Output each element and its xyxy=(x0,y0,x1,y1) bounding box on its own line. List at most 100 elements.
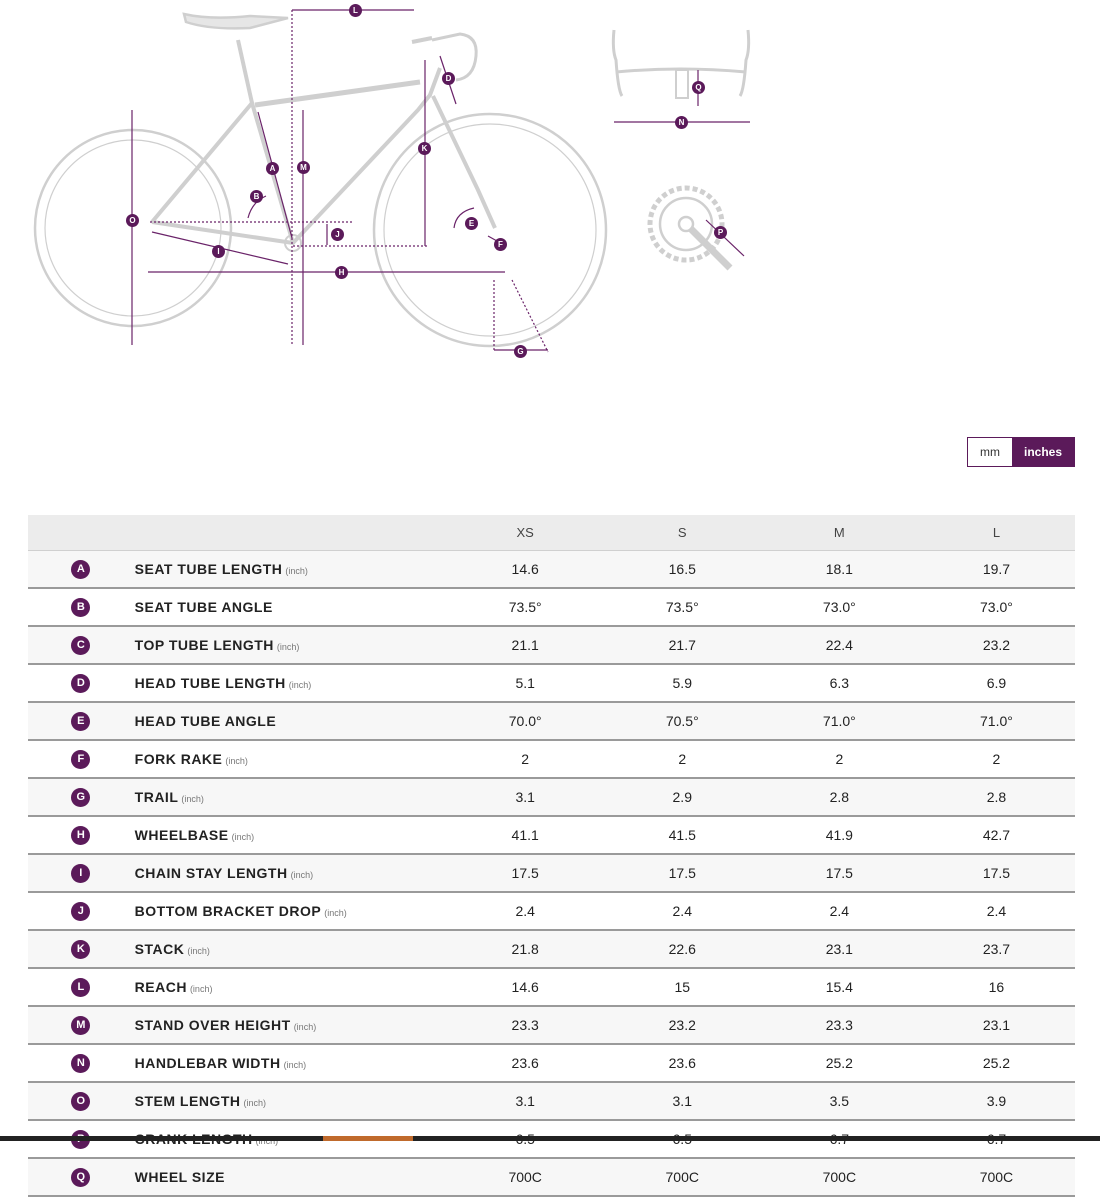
row-value-xs: 2.4 xyxy=(446,892,604,931)
row-value-l: 3.9 xyxy=(917,1082,1075,1121)
row-name: TOP TUBE LENGTH xyxy=(134,637,274,653)
row-name-cell: SEAT TUBE ANGLE xyxy=(133,588,447,627)
badge-cell: C xyxy=(28,626,134,665)
badge-cell: K xyxy=(28,930,134,969)
row-value-s: 23.6 xyxy=(603,1044,761,1083)
row-value-m: 22.4 xyxy=(760,626,918,665)
row-value-xs: 14.6 xyxy=(446,968,604,1007)
row-value-xs: 70.0° xyxy=(446,702,604,741)
badge-cell: E xyxy=(28,702,134,741)
table-row: D HEAD TUBE LENGTH (inch) 5.1 5.9 6.3 6.9 xyxy=(28,664,1075,703)
row-value-s: 23.2 xyxy=(603,1006,761,1045)
diagram-label-q: Q xyxy=(692,81,705,94)
table-row: L REACH (inch) 14.6 15 15.4 16 xyxy=(28,968,1075,1007)
bottom-scrollbar[interactable] xyxy=(0,1136,1100,1141)
row-unit: (inch) xyxy=(181,794,204,804)
unit-mm-button[interactable]: mm xyxy=(968,438,1012,466)
row-value-l: 23.7 xyxy=(917,930,1075,969)
row-value-l: 19.7 xyxy=(917,550,1075,589)
row-name-cell: SEAT TUBE LENGTH (inch) xyxy=(133,550,447,589)
scrollbar-thumb[interactable] xyxy=(323,1136,413,1141)
table-row: A SEAT TUBE LENGTH (inch) 14.6 16.5 18.1 19.7 xyxy=(28,550,1075,589)
row-value-xs: 3.1 xyxy=(446,1082,604,1121)
row-value-xs: 2 xyxy=(446,740,604,779)
row-value-m: 6.3 xyxy=(760,664,918,703)
row-badge: K xyxy=(71,939,91,959)
diagram-label-i: I xyxy=(212,245,225,258)
row-badge: Q xyxy=(71,1167,91,1187)
row-value-xs: 17.5 xyxy=(446,854,604,893)
row-value-l: 17.5 xyxy=(917,854,1075,893)
row-value-m: 2.8 xyxy=(760,778,918,817)
row-value-l: 73.0° xyxy=(917,588,1075,627)
row-value-s: 22.6 xyxy=(603,930,761,969)
row-name: HANDLEBAR WIDTH xyxy=(134,1055,281,1071)
row-badge: M xyxy=(71,1015,91,1035)
row-value-s: 21.7 xyxy=(603,626,761,665)
row-value-m: 3.5 xyxy=(760,1082,918,1121)
table-row: B SEAT TUBE ANGLE 73.5° 73.5° 73.0° 73.0° xyxy=(28,588,1075,627)
row-name-cell: HEAD TUBE ANGLE xyxy=(133,702,447,741)
row-unit: (inch) xyxy=(187,946,210,956)
row-value-s: 15 xyxy=(603,968,761,1007)
badge-cell: I xyxy=(28,854,134,893)
row-name-cell: TOP TUBE LENGTH (inch) xyxy=(133,626,447,665)
row-unit: (inch) xyxy=(288,680,312,690)
row-badge: F xyxy=(71,749,91,769)
row-value-xs: 41.1 xyxy=(446,816,604,855)
row-name-cell: HANDLEBAR WIDTH (inch) xyxy=(133,1044,447,1083)
row-value-s: 700C xyxy=(603,1158,761,1197)
badge-cell: D xyxy=(28,664,134,703)
row-name-cell: REACH (inch) xyxy=(133,968,447,1007)
badge-cell: O xyxy=(28,1082,134,1121)
row-value-xs: 23.6 xyxy=(446,1044,604,1083)
row-value-xs: 14.6 xyxy=(446,550,604,589)
row-badge: O xyxy=(71,1091,91,1111)
table-row: C TOP TUBE LENGTH (inch) 21.1 21.7 22.4 23.2 xyxy=(28,626,1075,665)
badge-cell: Q xyxy=(28,1158,134,1197)
row-value-s: 5.9 xyxy=(603,664,761,703)
row-name-cell: FORK RAKE (inch) xyxy=(133,740,447,779)
row-value-m: 73.0° xyxy=(760,588,918,627)
diagram-label-p: P xyxy=(714,226,727,239)
row-name-cell: STEM LENGTH (inch) xyxy=(133,1082,447,1121)
row-value-l: 2 xyxy=(917,740,1075,779)
row-name: WHEEL SIZE xyxy=(134,1169,225,1185)
row-value-l: 6.9 xyxy=(917,664,1075,703)
row-value-s: 3.1 xyxy=(603,1082,761,1121)
header-name-col xyxy=(133,515,447,551)
row-name: STEM LENGTH xyxy=(134,1093,241,1109)
row-value-s: 70.5° xyxy=(603,702,761,741)
row-name-cell: TRAIL (inch) xyxy=(133,778,447,817)
row-value-l: 2.8 xyxy=(917,778,1075,817)
row-value-s: 2 xyxy=(603,740,761,779)
row-value-xs: 21.8 xyxy=(446,930,604,969)
row-value-m: 15.4 xyxy=(760,968,918,1007)
diagram-label-j: J xyxy=(331,228,344,241)
bike-illustration xyxy=(33,9,751,353)
row-badge: A xyxy=(71,559,91,579)
row-value-l: 25.2 xyxy=(917,1044,1075,1083)
badge-cell: J xyxy=(28,892,134,931)
row-badge: J xyxy=(71,901,91,921)
row-name: STACK xyxy=(134,941,185,957)
row-value-l: 23.1 xyxy=(917,1006,1075,1045)
diagram-label-e: E xyxy=(465,217,478,230)
diagram-label-n: N xyxy=(675,116,688,129)
row-name-cell: STAND OVER HEIGHT (inch) xyxy=(133,1006,447,1045)
row-name: SEAT TUBE LENGTH xyxy=(134,561,283,577)
row-value-l: 42.7 xyxy=(917,816,1075,855)
row-value-l: 71.0° xyxy=(917,702,1075,741)
table-row: J BOTTOM BRACKET DROP (inch) 2.4 2.4 2.4 2.4 xyxy=(28,892,1075,931)
diagram-label-d: D xyxy=(442,72,455,85)
row-value-s: 16.5 xyxy=(603,550,761,589)
row-value-m: 41.9 xyxy=(760,816,918,855)
unit-inches-button[interactable]: inches xyxy=(1012,438,1074,466)
row-value-s: 73.5° xyxy=(603,588,761,627)
row-name: HEAD TUBE LENGTH xyxy=(134,675,286,691)
row-badge: L xyxy=(71,977,91,997)
row-value-s: 2.4 xyxy=(603,892,761,931)
row-badge: G xyxy=(71,787,91,807)
row-value-m: 23.3 xyxy=(760,1006,918,1045)
row-value-s: 41.5 xyxy=(603,816,761,855)
